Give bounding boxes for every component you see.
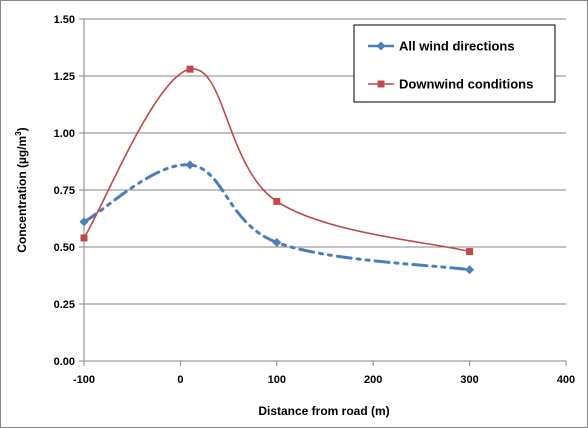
x-tick-label: 300 — [460, 374, 478, 386]
y-axis-title-main: Concentration (µg/m — [15, 136, 29, 253]
y-axis-title-tail: ) — [15, 127, 29, 131]
y-tick-label: 0.75 — [54, 185, 75, 197]
legend-entry: Downwind conditions — [368, 77, 533, 92]
y-tick-label: 0.25 — [54, 299, 75, 311]
legend-swatch-marker — [377, 80, 385, 88]
series-line — [82, 163, 472, 272]
data-point — [186, 65, 194, 73]
x-tick-label: 100 — [268, 374, 286, 386]
series-1 — [79, 160, 475, 275]
legend-box — [353, 24, 556, 103]
y-tick-label: 0.00 — [54, 356, 75, 368]
series-group — [79, 65, 475, 275]
data-point — [466, 248, 474, 256]
x-axis-title: Distance from road (m) — [258, 404, 389, 418]
x-tick-label: -100 — [73, 374, 95, 386]
y-axis-title: Concentration (µg/m3) — [14, 127, 29, 252]
series-2 — [80, 65, 474, 256]
data-point — [465, 265, 475, 275]
legend-entry: All wind directions — [368, 39, 515, 54]
x-tick-label: 400 — [557, 374, 575, 386]
y-tick-label: 1.00 — [54, 128, 75, 140]
y-axis-title-superscript: 3 — [14, 131, 23, 136]
y-tick-label: 0.50 — [54, 242, 75, 254]
y-tick-label: 1.25 — [54, 71, 75, 83]
x-tick-label: 200 — [364, 374, 382, 386]
data-point — [272, 237, 282, 247]
tick-labels: 0.00 0.25 0.50 0.75 1.00 1.25 1.50 -100 0 100 200 3… — [54, 14, 576, 386]
legend-swatch-marker — [376, 41, 386, 51]
legend: All wind directions Downwind conditions — [353, 24, 556, 103]
legend-label: All wind directions — [399, 39, 515, 54]
y-tick-label: 1.50 — [54, 14, 75, 26]
legend-label: Downwind conditions — [399, 77, 533, 92]
series-line — [83, 68, 471, 253]
axes — [79, 18, 567, 366]
data-point — [80, 234, 88, 242]
data-point — [185, 160, 195, 170]
data-point — [273, 197, 281, 205]
x-tick-label: 0 — [177, 374, 183, 386]
gridlines — [84, 18, 566, 305]
data-point — [79, 217, 89, 227]
